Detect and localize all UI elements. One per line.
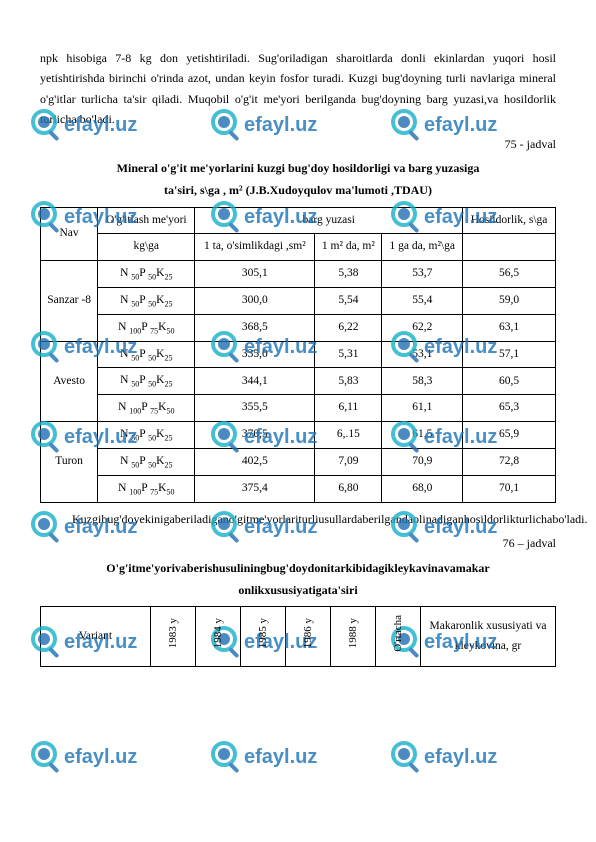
cell-value: 370,5 — [195, 422, 315, 449]
cell-value: 60,5 — [463, 368, 556, 395]
cell-value: 70,9 — [382, 449, 463, 476]
th-ogitlash: O'g'itlash me'yori — [98, 207, 195, 234]
table-76: Variant 1983 y 1984 y 1985 y 1986 y 1988… — [40, 606, 556, 667]
cell-value: 53,1 — [382, 341, 463, 368]
cell-formula: N 50P 50K25 — [98, 287, 195, 314]
title-75a: Mineral o'g'it me'yorlarini kuzgi bug'do… — [40, 158, 556, 178]
table-75-label: 75 - jadval — [40, 134, 556, 154]
svg-text:efayl.uz: efayl.uz — [424, 746, 497, 768]
t2-1988: 1988 y — [344, 618, 363, 648]
cell-formula: N 100P 75K50 — [98, 475, 195, 502]
cell-value: 7,09 — [315, 449, 382, 476]
cell-value: 6,80 — [315, 475, 382, 502]
th-1m2: 1 m² da, m² — [315, 234, 382, 261]
th-kgga: kg\ga — [98, 234, 195, 261]
cell-formula: N 50P 50K25 — [98, 341, 195, 368]
t2-1986: 1986 y — [299, 618, 318, 648]
cell-value: 56,5 — [463, 260, 556, 287]
title-75b: ta'siri, s\ga , m² (J.B.Xudoyqulov ma'lu… — [40, 180, 556, 200]
cell-value: 6,.15 — [315, 422, 382, 449]
cell-value: 65,9 — [463, 422, 556, 449]
t2-variant: Variant — [41, 607, 151, 667]
cell-value: 72,8 — [463, 449, 556, 476]
cell-value: 59,0 — [463, 287, 556, 314]
th-hos: Hosildorlik, s\ga — [463, 207, 556, 234]
t2-1985: 1985 y — [254, 618, 273, 648]
paragraph-2: Kuzgibug'doyekinigaberiladigano'gitme'yo… — [40, 509, 556, 529]
t2-ortacha: O'rtacha — [389, 615, 408, 652]
cell-value: 57,1 — [463, 341, 556, 368]
t2-1984: 1984 y — [209, 618, 228, 648]
cell-formula: N 50P 50K25 — [98, 422, 195, 449]
cell-value: 55,4 — [382, 287, 463, 314]
cell-nav: Sanzar -8 — [41, 260, 98, 341]
cell-value: 61,5 — [382, 422, 463, 449]
cell-value: 300,0 — [195, 287, 315, 314]
th-barg: barg yuzasi — [195, 207, 463, 234]
cell-value: 65,3 — [463, 395, 556, 422]
title-76b: onlikxususiyatigata'siri — [40, 580, 556, 600]
title-76a: O'g'itme'yorivaberishusuliningbug'doydon… — [40, 558, 556, 578]
cell-formula: N 50P 50K25 — [98, 368, 195, 395]
t2-1983: 1983 y — [164, 618, 183, 648]
cell-value: 5,31 — [315, 341, 382, 368]
cell-value: 53,7 — [382, 260, 463, 287]
cell-value: 6,11 — [315, 395, 382, 422]
cell-value: 5,54 — [315, 287, 382, 314]
cell-formula: N 100P 75K50 — [98, 395, 195, 422]
svg-text:efayl.uz: efayl.uz — [244, 746, 317, 768]
cell-value: 402,5 — [195, 449, 315, 476]
cell-value: 305,1 — [195, 260, 315, 287]
cell-value: 368,5 — [195, 314, 315, 341]
cell-nav: Turon — [41, 422, 98, 503]
cell-value: 375,4 — [195, 475, 315, 502]
watermark: efayl.uz — [30, 740, 150, 774]
th-1ga: 1 ga da, m²\ga — [382, 234, 463, 261]
cell-formula: N 50P 50K25 — [98, 449, 195, 476]
watermark: efayl.uz — [210, 740, 330, 774]
cell-value: 344,1 — [195, 368, 315, 395]
th-empty — [463, 234, 556, 261]
intro-paragraph: npk hisobiga 7-8 kg don yetishtiriladi. … — [40, 48, 556, 130]
table-76-label: 76 – jadval — [40, 533, 556, 553]
cell-value: 5,83 — [315, 368, 382, 395]
cell-value: 61,1 — [382, 395, 463, 422]
watermark: efayl.uz — [390, 740, 510, 774]
cell-value: 62,2 — [382, 314, 463, 341]
cell-value: 58,3 — [382, 368, 463, 395]
cell-value: 63,1 — [463, 314, 556, 341]
cell-value: 355,5 — [195, 395, 315, 422]
cell-nav: Avesto — [41, 341, 98, 422]
cell-value: 335,0 — [195, 341, 315, 368]
cell-value: 70,1 — [463, 475, 556, 502]
th-bitta: 1 ta, o'simlikdagi ,sm² — [195, 234, 315, 261]
cell-value: 68,0 — [382, 475, 463, 502]
cell-formula: N 100P 75K50 — [98, 314, 195, 341]
cell-value: 6,22 — [315, 314, 382, 341]
t2-makaron: Makaronlik xususiyati va kleykovina, gr — [421, 607, 556, 667]
cell-value: 5,38 — [315, 260, 382, 287]
th-nav: Nav — [41, 207, 98, 260]
table-75: Nav O'g'itlash me'yori barg yuzasi Hosil… — [40, 207, 556, 503]
cell-formula: N 50P 50K25 — [98, 260, 195, 287]
svg-text:efayl.uz: efayl.uz — [64, 746, 137, 768]
